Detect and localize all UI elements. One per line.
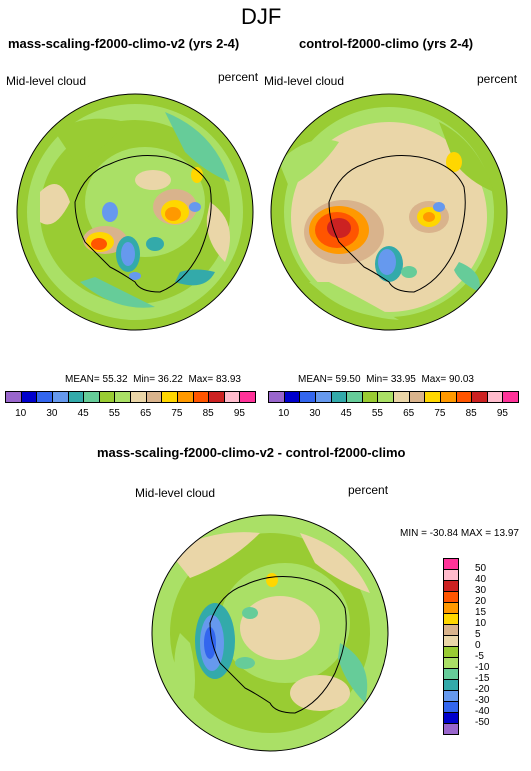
colorbar-cell <box>208 391 225 403</box>
diff-panel-title: mass-scaling-f2000-climo-v2 - control-f2… <box>97 445 406 460</box>
colorbar-tick-label: 65 <box>403 408 415 419</box>
colorbar-cell <box>114 391 131 403</box>
colorbar-cell <box>130 391 147 403</box>
colorbar-cell <box>223 391 241 403</box>
colorbar-cell <box>361 391 379 403</box>
colorbar-cell <box>176 391 194 403</box>
colorbar-cell <box>502 391 519 403</box>
colorbar-cell <box>346 391 363 403</box>
colorbar-cell <box>145 391 163 403</box>
colorbar-cell <box>486 391 504 403</box>
colorbar-cell <box>51 391 69 403</box>
colorbar-tick-label: 45 <box>77 408 89 419</box>
colorbar-tick-label: 95 <box>496 408 508 419</box>
colorbar-cell <box>424 391 441 403</box>
left-colorbar <box>5 391 256 403</box>
right-stats: MEAN= 59.50 Min= 33.95 Max= 90.03 <box>298 374 474 385</box>
left-stats: MEAN= 55.32 Min= 36.22 Max= 83.93 <box>65 374 241 385</box>
colorbar-tick-label: -20 <box>475 684 490 695</box>
colorbar-cell <box>408 391 426 403</box>
colorbar-cell <box>36 391 53 403</box>
left-polar-map <box>16 93 254 331</box>
colorbar-tick-label: 45 <box>340 408 352 419</box>
left-units-label: percent <box>218 70 259 84</box>
colorbar-tick-label: 30 <box>309 408 321 419</box>
colorbar-cell <box>299 391 316 403</box>
colorbar-tick-label: -30 <box>475 695 490 706</box>
colorbar-tick-label: 85 <box>202 408 214 419</box>
colorbar-tick-label: 15 <box>475 607 487 618</box>
left-panel-title: mass-scaling-f2000-climo-v2 (yrs 2-4) <box>8 36 240 51</box>
colorbar-tick-label: 40 <box>475 574 487 585</box>
colorbar-cell <box>268 391 285 403</box>
colorbar-cell <box>5 391 22 403</box>
colorbar-tick-label: 10 <box>278 408 290 419</box>
colorbar-tick-label: 5 <box>475 629 481 640</box>
colorbar-cell <box>67 391 85 403</box>
colorbar-tick-label: 95 <box>233 408 245 419</box>
right-units-label: percent <box>477 72 518 86</box>
colorbar-cell <box>314 391 332 403</box>
colorbar-tick-label: 10 <box>475 618 487 629</box>
colorbar-tick-label: 0 <box>475 640 481 651</box>
colorbar-tick-label: -50 <box>475 717 490 728</box>
colorbar-cell <box>283 391 301 403</box>
diff-units-label: percent <box>348 483 389 497</box>
colorbar-tick-label: 20 <box>475 596 487 607</box>
colorbar-cell <box>192 391 210 403</box>
colorbar-cell <box>377 391 394 403</box>
colorbar-cell <box>455 391 473 403</box>
colorbar-tick-label: 55 <box>108 408 120 419</box>
figure-title: DJF <box>241 4 282 29</box>
colorbar-cell <box>393 391 410 403</box>
colorbar-cell <box>83 391 100 403</box>
colorbar-cell <box>471 391 488 403</box>
right-colorbar <box>268 391 519 403</box>
colorbar-tick-label: 65 <box>140 408 152 419</box>
left-var-label: Mid-level cloud <box>6 74 87 88</box>
colorbar-cell <box>443 723 459 735</box>
diff-colorbar <box>443 558 459 735</box>
colorbar-cell <box>161 391 178 403</box>
colorbar-tick-label: 10 <box>15 408 27 419</box>
colorbar-cell <box>439 391 457 403</box>
colorbar-tick-label: -15 <box>475 673 490 684</box>
colorbar-tick-label: -10 <box>475 662 490 673</box>
colorbar-cell <box>239 391 256 403</box>
colorbar-tick-label: 50 <box>475 563 487 574</box>
colorbar-tick-label: 85 <box>465 408 477 419</box>
colorbar-tick-label: 30 <box>46 408 58 419</box>
diff-polar-map <box>151 514 389 752</box>
colorbar-cell <box>20 391 38 403</box>
right-panel-title: control-f2000-climo (yrs 2-4) <box>299 36 474 51</box>
colorbar-tick-label: -5 <box>475 651 484 662</box>
right-var-label: Mid-level cloud <box>264 74 345 88</box>
colorbar-tick-label: -40 <box>475 706 490 717</box>
diff-var-label: Mid-level cloud <box>135 486 216 500</box>
diff-minmax: MIN = -30.84 MAX = 13.97 <box>400 528 519 539</box>
right-polar-map <box>270 93 508 331</box>
colorbar-tick-label: 75 <box>434 408 446 419</box>
colorbar-cell <box>330 391 348 403</box>
colorbar-cell <box>98 391 116 403</box>
colorbar-tick-label: 75 <box>171 408 183 419</box>
colorbar-tick-label: 30 <box>475 585 487 596</box>
colorbar-tick-label: 55 <box>371 408 383 419</box>
